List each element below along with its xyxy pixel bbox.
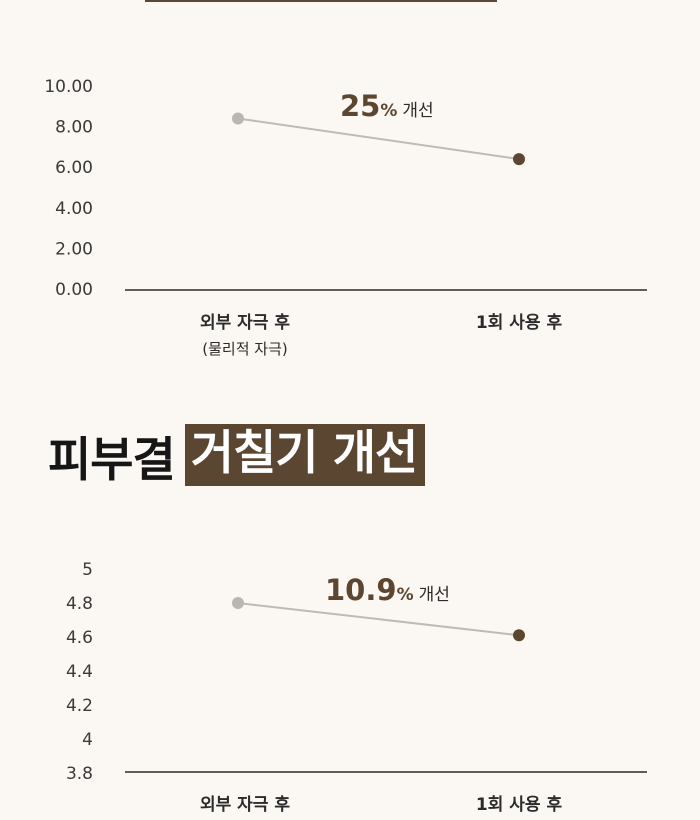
chart-roughness-improvement: 5 4.8 4.6 4.4 4.2 4 3.8 외부 자극 후 1회 사용 후 10.9% 개… [66, 560, 647, 815]
y-tick-label: 4.2 [66, 696, 93, 716]
x-tick-label-after: 1회 사용 후 [476, 794, 563, 815]
chart-moisture-improvement: 10.00 8.00 6.00 4.00 2.00 0.00 외부 자극 후 (물리적 자… [44, 77, 647, 358]
improvement-unit: % [380, 101, 397, 121]
y-axis-ticks: 5 4.8 4.6 4.4 4.2 4 3.8 [66, 560, 93, 784]
x-tick-sublabel-before: (물리적 자극) [202, 340, 287, 358]
series-line [237, 117, 520, 161]
data-point-after [513, 153, 525, 166]
improvement-text: 개선 [402, 101, 433, 121]
y-tick-label: 4.4 [66, 662, 93, 682]
y-tick-label: 4.00 [55, 199, 93, 219]
x-tick-label-before: 외부 자극 후 [200, 794, 290, 815]
x-tick-label-after: 1회 사용 후 [476, 312, 563, 333]
y-tick-label: 10.00 [44, 77, 93, 97]
data-point-after [513, 629, 525, 642]
section-title-highlight: 거칠기 개선 [184, 424, 426, 486]
data-point-before [232, 597, 244, 609]
section-title: 피부결 거칠기 개선 [48, 424, 426, 488]
series-line [237, 602, 520, 637]
x-tick-label-before: 외부 자극 후 [200, 312, 290, 333]
improvement-annotation: 25% 개선 [340, 89, 434, 123]
section-title-plain: 피부결 [48, 432, 176, 488]
data-point-before [232, 112, 244, 125]
top-divider [145, 0, 497, 2]
improvement-value: 10.9 [325, 573, 397, 607]
y-axis-ticks: 10.00 8.00 6.00 4.00 2.00 0.00 [44, 77, 93, 300]
y-tick-label: 8.00 [55, 118, 93, 138]
improvement-annotation: 10.9% 개선 [325, 573, 450, 607]
improvement-text: 개선 [419, 585, 450, 605]
improvement-value: 25 [340, 89, 380, 123]
y-tick-label: 5 [82, 560, 93, 580]
y-tick-label: 6.00 [55, 158, 93, 178]
improvement-unit: % [397, 585, 414, 605]
y-tick-label: 2.00 [55, 239, 93, 259]
y-tick-label: 0.00 [55, 280, 93, 300]
y-tick-label: 4.8 [66, 594, 93, 614]
y-tick-label: 3.8 [66, 764, 93, 784]
y-tick-label: 4 [82, 730, 93, 750]
y-tick-label: 4.6 [66, 628, 93, 648]
